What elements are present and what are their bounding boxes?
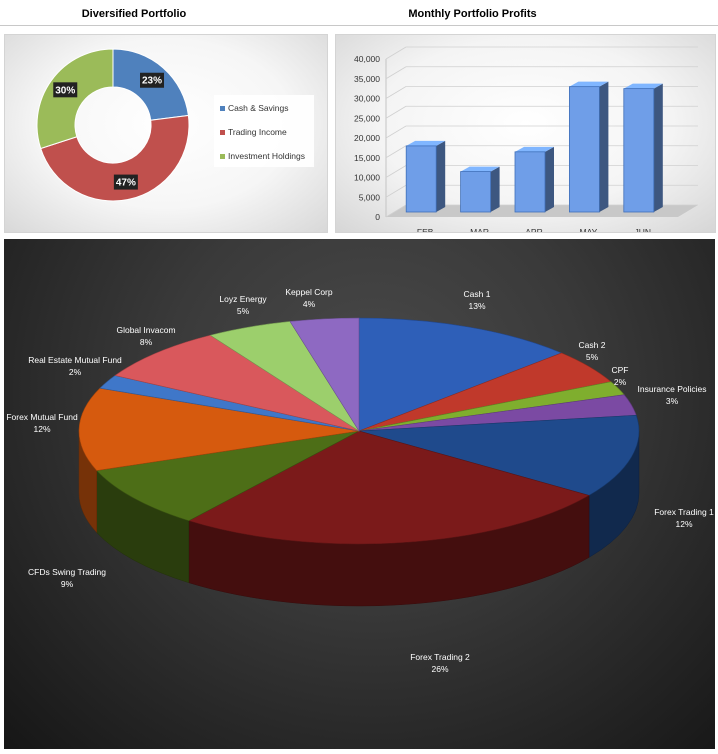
pie-label-insurance-policies: Insurance Policies: [638, 384, 707, 394]
pie-slice-cash-1: [358, 317, 563, 432]
legend-item-trading-income: Trading Income: [220, 127, 287, 137]
pie-label-value: 12%: [33, 424, 50, 434]
bar-side-jun: [653, 83, 663, 212]
y-tick-label: 15,000: [354, 153, 380, 163]
bar-chart-gridline-side: [385, 145, 407, 159]
legend-swatch: [220, 106, 225, 112]
legend-item-cash-savings: Cash & Savings: [220, 103, 288, 113]
bar-may: [568, 86, 600, 213]
pie-label-cash-2: Cash 2: [579, 340, 606, 350]
bar-chart-title: Monthly Portfolio Profits: [408, 8, 537, 20]
pie-label-value: 2%: [614, 377, 627, 387]
bar-chart-panel: 0 5,000 10,000 15,000 20,000 25,000 30,000 35,0…: [335, 34, 716, 237]
pie-label-forex-mutual-fund: Forex Mutual Fund: [6, 412, 78, 422]
pie-label-forex-trading-1: Forex Trading 1: [654, 507, 714, 517]
pie-label-forex-trading-2: Forex Trading 2: [410, 652, 470, 662]
pie-label-loyz-energy: Loyz Energy: [219, 294, 267, 304]
pie-label-real-estate-mutual-fund: Real Estate Mutual Fund: [28, 355, 122, 365]
bar-chart-gridline-side: [385, 86, 407, 99]
legend-label: Investment Holdings: [228, 151, 306, 161]
title-divider: [0, 25, 718, 26]
bar-jun: [623, 88, 655, 213]
bar-side-may: [599, 81, 609, 213]
bar-top-jun: [623, 83, 663, 89]
bar-top-mar: [460, 166, 500, 172]
pie-label-value: 3%: [666, 396, 679, 406]
bar-side-mar: [490, 166, 500, 212]
bar-chart-gridline-side: [385, 66, 407, 80]
pie-label-value: 26%: [431, 664, 448, 674]
bar-chart-gridline-side: [385, 46, 407, 60]
bar-chart-gridline-side: [385, 204, 407, 218]
bar-side-feb: [436, 140, 446, 212]
bar-side-apr: [545, 146, 554, 212]
donut-chart-title: Diversified Portfolio: [81, 8, 187, 20]
y-tick-label: 40,000: [354, 54, 380, 64]
x-tick-label: MAR: [470, 227, 489, 232]
bar-chart-gridline-side: [385, 165, 407, 178]
pie-chart-panel: Cash 1 13% Cash 2 5% CPF 2% Insurance Policies…: [4, 239, 715, 749]
pie-label-value: 4%: [303, 299, 316, 309]
pie-label-value: 2%: [69, 367, 82, 377]
pie-slice-cfds-swing-trading: [96, 430, 360, 522]
pie-label-keppel-corp: Keppel Corp: [285, 287, 333, 297]
donut-data-label-box: [113, 174, 138, 190]
pie-label-value: 12%: [675, 519, 692, 529]
legend-swatch: [220, 130, 225, 136]
pie-label-cash-1: Cash 1: [464, 289, 491, 299]
pie-label-cpf: CPF: [612, 365, 629, 375]
pie-slice-keppel-corp: [289, 317, 360, 433]
bar-chart-gridline-side: [385, 125, 407, 139]
pie-label-cfds-swing-trading: CFDs Swing Trading: [28, 567, 106, 577]
pie-label-global-invacom: Global Invacom: [116, 325, 175, 335]
bar-chart: 0 5,000 10,000 15,000 20,000 25,000 30,000 35,0…: [354, 46, 698, 237]
x-tick-label: APR: [525, 227, 542, 232]
legend-label: Cash & Savings: [228, 103, 289, 113]
donut-chart: 23% 47% 30%: [36, 48, 190, 202]
donut-slice-investment-holdings: [36, 48, 114, 150]
pie-slice-global-invacom: [114, 334, 360, 432]
bar-feb: [405, 145, 437, 213]
donut-legend: Cash & Savings Trading Income Investment…: [214, 95, 314, 167]
pie-label-value: 5%: [237, 306, 250, 316]
y-tick-label: 10,000: [354, 173, 380, 183]
y-tick-label: 35,000: [354, 74, 380, 84]
y-tick-label: 30,000: [354, 94, 380, 104]
bar-apr: [514, 151, 546, 213]
y-tick-label: 0: [375, 212, 380, 222]
donut-chart-panel: 23% 47% 30% Cash & Savings Trading Income …: [4, 34, 328, 233]
pie-slice-forex-mutual-fund: [78, 387, 360, 471]
bar-top-may: [569, 81, 609, 87]
pie-label-value: 5%: [586, 352, 599, 362]
pie-slice-forex-trading-2: [188, 430, 590, 545]
pie-slice-forex-trading-1: [358, 414, 640, 496]
pie-label-value: 9%: [61, 579, 74, 589]
donut-data-label-box: [140, 72, 165, 88]
bar-top-feb: [406, 140, 446, 146]
legend-label: Trading Income: [228, 127, 287, 137]
legend-swatch: [220, 154, 225, 160]
pie-label-value: 8%: [140, 337, 153, 347]
legend-item-investment-holdings: Investment Holdings: [220, 151, 305, 161]
pie-label-value: 13%: [468, 301, 485, 311]
bar-top-apr: [515, 146, 554, 152]
x-tick-label: MAY: [580, 227, 598, 232]
donut-slice-trading-income: [40, 114, 190, 202]
y-tick-label: 5,000: [359, 192, 381, 202]
bar-chart-gridline-side: [385, 184, 407, 198]
donut-data-label: 30%: [55, 85, 75, 96]
x-tick-label: JUN: [635, 227, 652, 232]
pie-chart: Cash 1 13% Cash 2 5% CPF 2% Insurance Policies…: [6, 287, 714, 674]
y-tick-label: 25,000: [354, 113, 380, 123]
bar-chart-gridline-side: [385, 105, 407, 119]
bar-mar: [460, 171, 491, 213]
y-tick-label: 20,000: [354, 133, 380, 143]
x-tick-label: FEB: [417, 227, 434, 232]
donut-data-label: 23%: [142, 76, 162, 87]
donut-data-label: 47%: [116, 178, 136, 189]
donut-data-label-box: [53, 82, 78, 98]
